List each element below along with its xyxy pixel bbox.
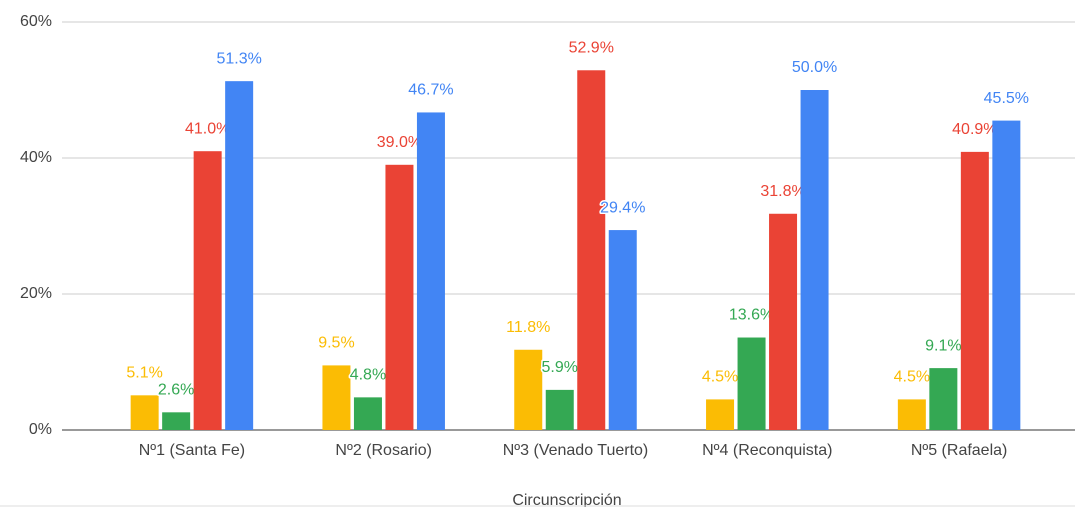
x-tick-label: Nº4 (Reconquista) [702, 442, 832, 459]
bar [706, 399, 735, 430]
bar [322, 365, 351, 430]
bar [929, 368, 958, 430]
bar [385, 164, 414, 431]
value-label: 46.7% [408, 82, 453, 99]
bar [992, 120, 1021, 430]
value-label: 13.6% [729, 307, 774, 324]
bar [608, 230, 637, 430]
value-label: 5.1% [126, 365, 162, 382]
value-label: 4.8% [350, 367, 386, 384]
x-axis-title: Circunscripción [512, 492, 621, 507]
y-tick-label: 0% [29, 421, 52, 438]
y-tick-label: 40% [20, 149, 52, 166]
bar [737, 337, 766, 430]
bar [193, 151, 222, 430]
x-tick-label: Nº2 (Rosario) [335, 442, 432, 459]
y-tick-label: 60% [20, 13, 52, 30]
value-label: 9.5% [318, 335, 354, 352]
value-label: 9.1% [925, 337, 961, 354]
value-label: 4.5% [702, 369, 738, 386]
x-tick-label: Nº5 (Rafaela) [911, 442, 1008, 459]
value-label: 39.0% [377, 134, 422, 151]
value-label: 41.0% [185, 120, 230, 137]
value-label: 11.8% [506, 319, 550, 336]
value-label: 51.3% [216, 50, 261, 67]
y-tick-label: 20% [20, 285, 52, 302]
bar [130, 395, 159, 430]
value-label: 5.9% [542, 359, 578, 376]
value-label: 2.6% [158, 382, 194, 399]
x-tick-label: Nº3 (Venado Tuerto) [503, 442, 648, 459]
bar [897, 399, 926, 430]
value-label: 4.5% [894, 369, 930, 386]
bar [353, 397, 382, 430]
value-label: 31.8% [760, 183, 805, 200]
bar [514, 349, 543, 430]
bar [162, 412, 191, 430]
bar [577, 70, 606, 430]
value-label: 50.0% [792, 59, 837, 76]
bar [545, 389, 574, 430]
bar [960, 151, 989, 430]
value-label: 52.9% [569, 39, 614, 56]
value-label: 40.9% [952, 121, 997, 138]
bar [800, 90, 829, 430]
value-label: 45.5% [984, 90, 1029, 107]
x-tick-label: Nº1 (Santa Fe) [139, 442, 245, 459]
bar [225, 81, 254, 430]
bar [769, 213, 798, 430]
value-label: 29.4% [600, 199, 645, 216]
bar [416, 112, 445, 430]
